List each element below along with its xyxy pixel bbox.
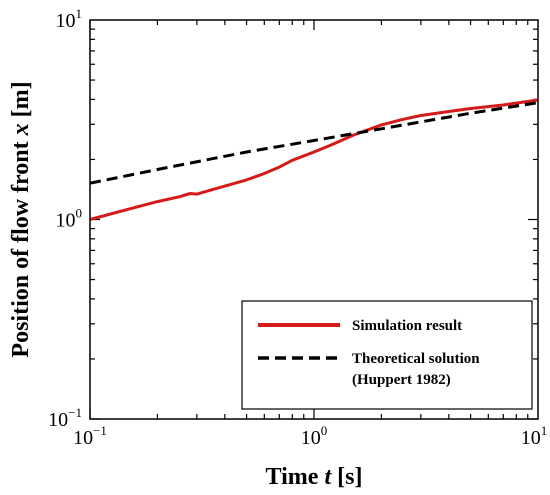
y-tick-label-exp: 0 [76, 206, 83, 221]
y-tick-label: 100 [56, 206, 83, 232]
plot-frame [89, 19, 539, 420]
x-tick-label: 10−1 [73, 423, 107, 449]
x-tick-label-exp: 0 [321, 423, 328, 438]
x-tick-label: 100 [301, 423, 328, 449]
y-tick-label-exp: 1 [76, 6, 83, 21]
legend-label-simulation: Simulation result [352, 318, 462, 334]
y-tick-label: 10−1 [48, 405, 82, 431]
legend-box [241, 300, 533, 410]
x-tick-label: 101 [521, 423, 548, 449]
x-tick-label-base: 10 [521, 427, 541, 449]
y-tick-label: 101 [56, 6, 83, 32]
y-axis-title-post: [m] [8, 81, 34, 123]
x-tick-label-base: 10 [73, 427, 93, 449]
x-axis-title: Time t [s] [266, 464, 363, 490]
y-tick-label-exp: −1 [68, 405, 82, 420]
legend: Simulation result Theoretical solution (… [241, 300, 533, 410]
x-tick-label-exp: −1 [93, 423, 107, 438]
y-tick-label-base: 10 [56, 210, 76, 232]
legend-label-theoretical-line1: Theoretical solution [352, 351, 480, 367]
legend-label-theoretical: Theoretical solution (Huppert 1982) [352, 351, 483, 388]
legend-label-theoretical-line2: (Huppert 1982) [352, 372, 451, 388]
y-axis-title-pre: Position of flow front [8, 135, 34, 357]
x-axis-title-var: t [324, 464, 332, 490]
x-tick-label-exp: 1 [541, 423, 548, 438]
x-tick-label-base: 10 [301, 427, 321, 449]
x-axis-title-post: [s] [331, 464, 362, 490]
x-axis-title-pre: Time [266, 464, 325, 490]
series-theoretical-line [89, 101, 539, 185]
y-axis-title-var: x [8, 123, 34, 136]
y-axis-title: Position of flow front x [m] [8, 81, 34, 357]
y-tick-label-base: 10 [56, 10, 76, 32]
y-tick-label-base: 10 [48, 409, 68, 431]
series-layer [89, 98, 539, 221]
series-simulation-line [89, 98, 539, 221]
